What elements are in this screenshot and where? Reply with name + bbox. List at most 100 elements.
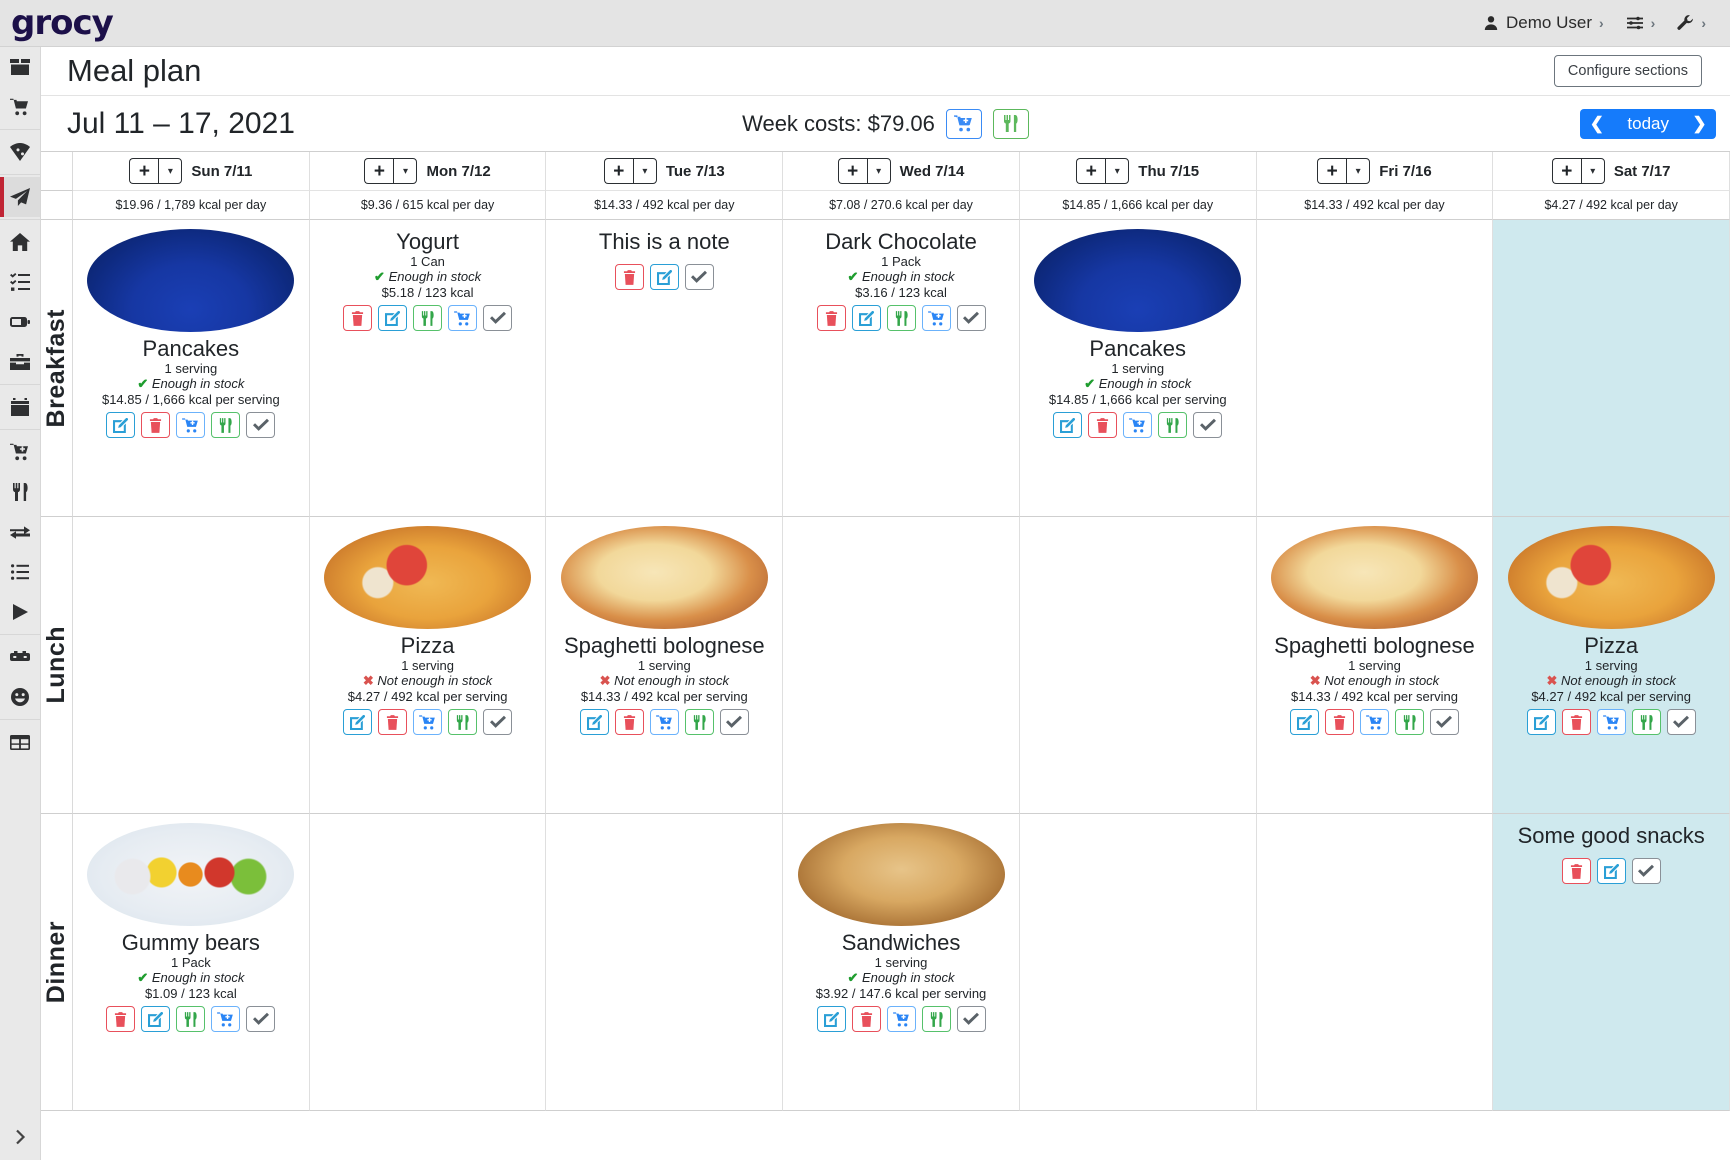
edit-button[interactable] bbox=[1526, 709, 1556, 736]
settings-menu[interactable]: › bbox=[1626, 15, 1655, 31]
edit-button[interactable] bbox=[1596, 858, 1626, 884]
consume-week-button[interactable] bbox=[992, 108, 1029, 139]
mark-done-button[interactable] bbox=[246, 412, 276, 439]
consume-button[interactable] bbox=[886, 305, 916, 332]
sidebar-expand-button[interactable] bbox=[0, 1114, 41, 1160]
sidebar-item-userentities[interactable] bbox=[0, 722, 40, 762]
next-week-button[interactable]: ❯ bbox=[1683, 108, 1716, 139]
mark-done-button[interactable] bbox=[684, 264, 714, 290]
add-to-shopping-list-button[interactable] bbox=[921, 305, 951, 332]
brand-logo[interactable]: grocy bbox=[11, 3, 114, 43]
user-menu[interactable]: Demo User › bbox=[1483, 13, 1604, 33]
delete-button[interactable] bbox=[343, 305, 373, 332]
add-to-shopping-list-button[interactable] bbox=[176, 412, 206, 439]
delete-button[interactable] bbox=[141, 412, 171, 439]
consume-button[interactable] bbox=[684, 709, 714, 736]
add-recipe-button[interactable]: + bbox=[1317, 158, 1347, 184]
add-to-shopping-list-button[interactable] bbox=[886, 1006, 916, 1033]
sidebar-item-equipment[interactable] bbox=[0, 342, 40, 382]
sidebar-item-purchase[interactable] bbox=[0, 432, 40, 472]
edit-button[interactable] bbox=[141, 1006, 171, 1033]
add-dropdown-toggle[interactable]: ▾ bbox=[632, 158, 657, 184]
add-recipe-button[interactable]: + bbox=[364, 158, 394, 184]
edit-button[interactable] bbox=[816, 1006, 846, 1033]
add-to-shopping-list-button[interactable] bbox=[211, 1006, 241, 1033]
delete-button[interactable] bbox=[106, 1006, 136, 1033]
edit-button[interactable] bbox=[1289, 709, 1319, 736]
add-recipe-button[interactable]: + bbox=[837, 158, 867, 184]
edit-button[interactable] bbox=[579, 709, 609, 736]
trash-icon bbox=[114, 1011, 127, 1027]
sidebar-item-calendar[interactable] bbox=[0, 387, 40, 427]
edit-button[interactable] bbox=[106, 412, 136, 439]
add-dropdown-toggle[interactable]: ▾ bbox=[866, 158, 891, 184]
sidebar-item-shopping-list[interactable] bbox=[0, 87, 40, 127]
mark-done-button[interactable] bbox=[1193, 412, 1223, 439]
mark-done-button[interactable] bbox=[483, 709, 513, 736]
add-recipe-button[interactable]: + bbox=[603, 158, 633, 184]
add-recipe-button[interactable]: + bbox=[1076, 158, 1106, 184]
previous-week-button[interactable]: ❮ bbox=[1580, 108, 1614, 139]
delete-button[interactable] bbox=[378, 709, 408, 736]
mark-done-button[interactable] bbox=[483, 305, 513, 332]
delete-button[interactable] bbox=[614, 264, 644, 290]
sidebar-item-chores[interactable] bbox=[0, 637, 40, 677]
sidebar-item-userfields[interactable] bbox=[0, 677, 40, 717]
sidebar-item-stock[interactable] bbox=[0, 47, 40, 87]
mark-done-button[interactable] bbox=[1666, 709, 1696, 736]
edit-button[interactable] bbox=[1053, 412, 1083, 439]
add-to-shopping-list-button[interactable] bbox=[1359, 709, 1389, 736]
sidebar-item-transfer[interactable] bbox=[0, 512, 40, 552]
today-button[interactable]: today bbox=[1613, 108, 1683, 139]
mark-done-button[interactable] bbox=[719, 709, 749, 736]
edit-button[interactable] bbox=[343, 709, 373, 736]
add-dropdown-toggle[interactable]: ▾ bbox=[158, 158, 183, 184]
consume-button[interactable] bbox=[176, 1006, 206, 1033]
add-recipe-button[interactable]: + bbox=[1551, 158, 1581, 184]
sidebar-item-home[interactable] bbox=[0, 222, 40, 262]
mark-done-button[interactable] bbox=[246, 1006, 276, 1033]
delete-button[interactable] bbox=[816, 305, 846, 332]
add-to-shopping-list-button[interactable] bbox=[1123, 412, 1153, 439]
edit-button[interactable] bbox=[851, 305, 881, 332]
sidebar-item-tasks[interactable] bbox=[0, 262, 40, 302]
add-dropdown-toggle[interactable]: ▾ bbox=[1346, 158, 1371, 184]
delete-button[interactable] bbox=[1088, 412, 1118, 439]
consume-button[interactable] bbox=[448, 709, 478, 736]
meal-title: Sandwiches bbox=[841, 930, 961, 955]
consume-button[interactable] bbox=[1158, 412, 1188, 439]
edit-button[interactable] bbox=[378, 305, 408, 332]
consume-button[interactable] bbox=[921, 1006, 951, 1033]
delete-button[interactable] bbox=[614, 709, 644, 736]
mark-done-button[interactable] bbox=[956, 305, 986, 332]
add-week-to-shopping-list-button[interactable] bbox=[945, 108, 982, 139]
add-to-shopping-list-button[interactable] bbox=[649, 709, 679, 736]
delete-button[interactable] bbox=[1324, 709, 1354, 736]
delete-button[interactable] bbox=[1561, 709, 1591, 736]
sidebar-item-consume[interactable] bbox=[0, 472, 40, 512]
mark-done-button[interactable] bbox=[1429, 709, 1459, 736]
consume-button[interactable] bbox=[1394, 709, 1424, 736]
consume-button[interactable] bbox=[1631, 709, 1661, 736]
add-to-shopping-list-button[interactable] bbox=[413, 709, 443, 736]
sidebar-item-recipes[interactable] bbox=[0, 132, 40, 172]
sidebar-item-inventory[interactable] bbox=[0, 552, 40, 592]
add-to-shopping-list-button[interactable] bbox=[448, 305, 478, 332]
edit-button[interactable] bbox=[649, 264, 679, 290]
add-dropdown-toggle[interactable]: ▾ bbox=[1105, 158, 1130, 184]
mark-done-button[interactable] bbox=[956, 1006, 986, 1033]
delete-button[interactable] bbox=[851, 1006, 881, 1033]
consume-button[interactable] bbox=[413, 305, 443, 332]
add-recipe-button[interactable]: + bbox=[129, 158, 159, 184]
sidebar-item-open[interactable] bbox=[0, 592, 40, 632]
add-dropdown-toggle[interactable]: ▾ bbox=[1580, 158, 1605, 184]
sidebar-item-meal-plan[interactable] bbox=[0, 177, 40, 217]
add-to-shopping-list-button[interactable] bbox=[1596, 709, 1626, 736]
tools-menu[interactable]: › bbox=[1677, 15, 1706, 31]
add-dropdown-toggle[interactable]: ▾ bbox=[393, 158, 418, 184]
configure-sections-button[interactable]: Configure sections bbox=[1553, 55, 1702, 87]
sidebar-item-batteries[interactable] bbox=[0, 302, 40, 342]
consume-button[interactable] bbox=[211, 412, 241, 439]
delete-button[interactable] bbox=[1561, 858, 1591, 884]
mark-done-button[interactable] bbox=[1631, 858, 1661, 884]
